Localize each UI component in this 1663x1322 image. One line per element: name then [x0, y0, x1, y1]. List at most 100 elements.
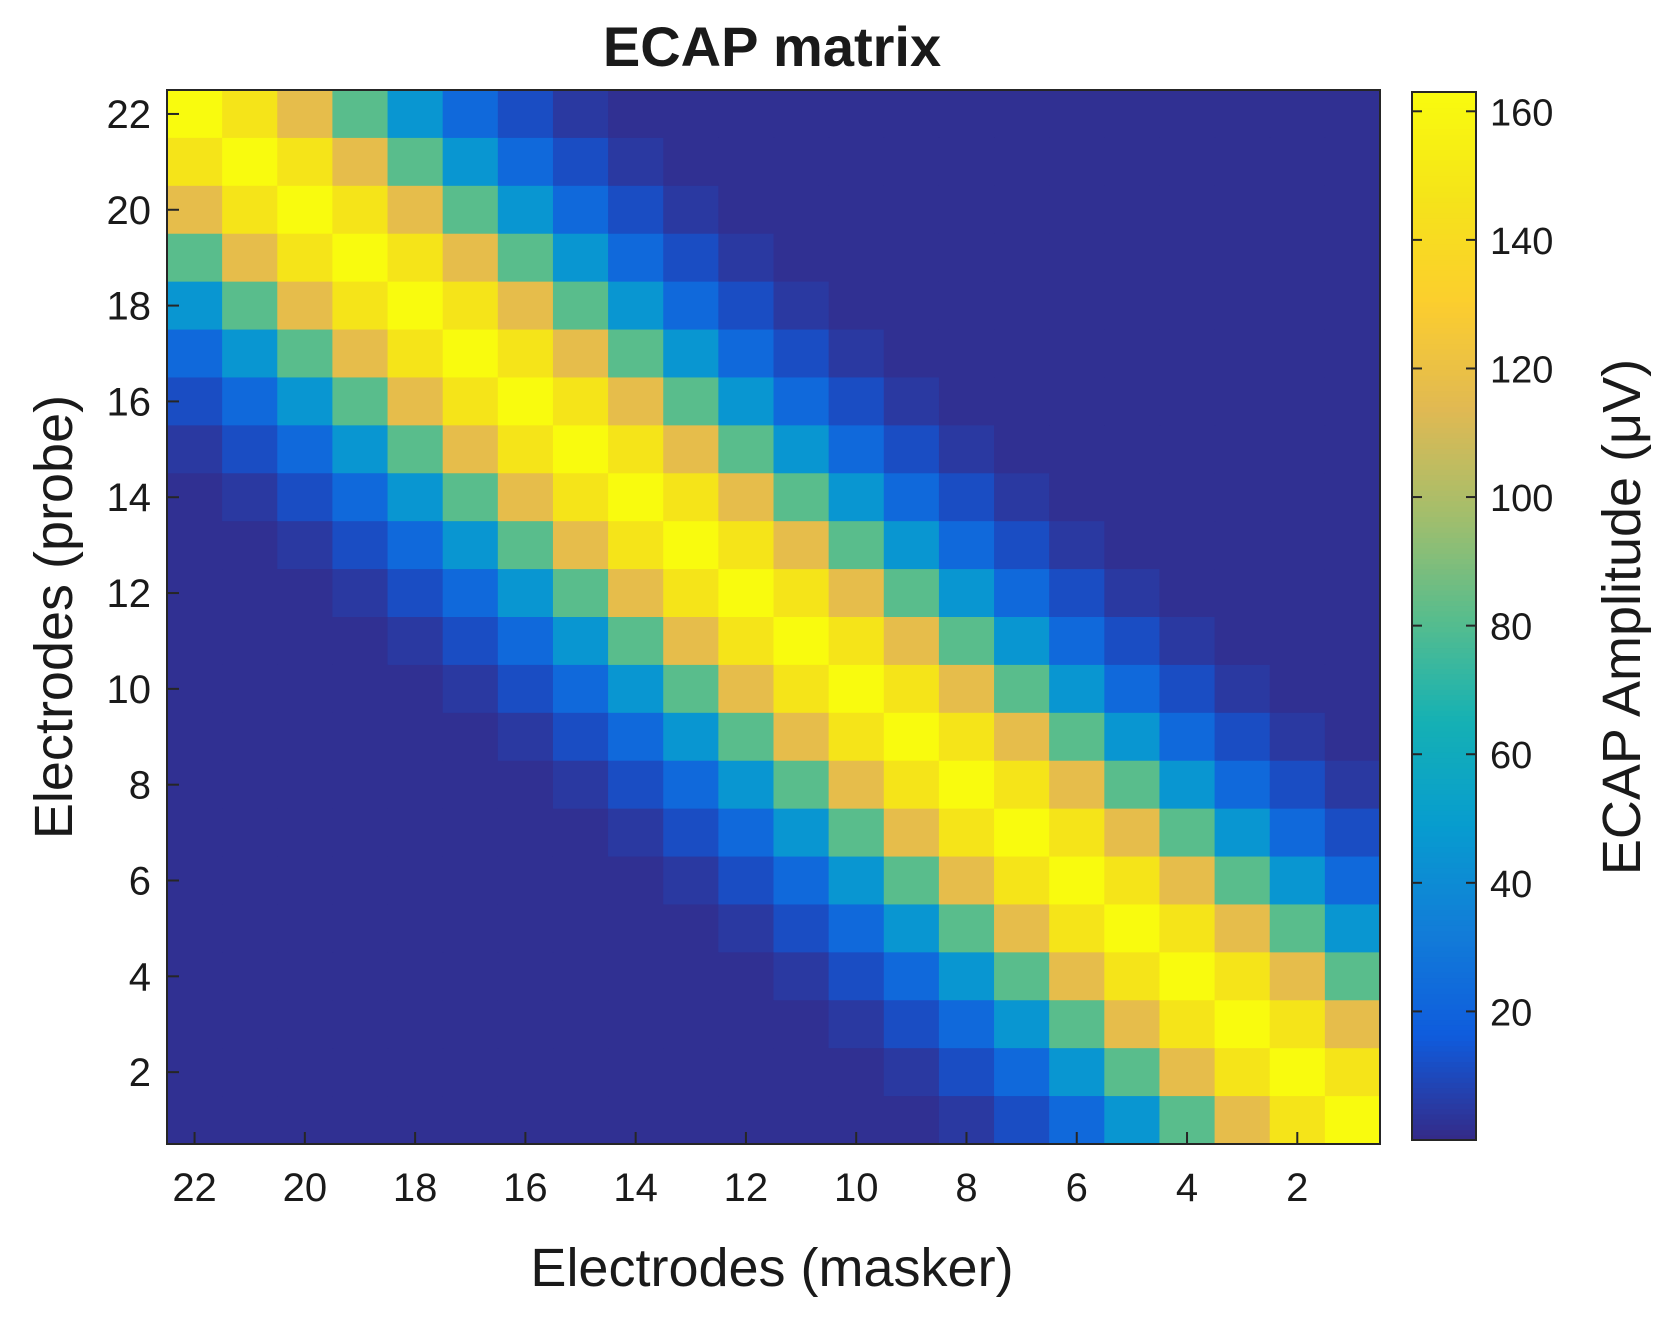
heatmap-cell [1159, 473, 1216, 522]
colorbar-segment [1412, 867, 1476, 874]
heatmap-cell [663, 952, 719, 1001]
colorbar-segment [1412, 563, 1476, 570]
heatmap-cell [883, 1000, 940, 1049]
y-tick-label: 14 [107, 476, 152, 520]
colorbar-segment [1412, 804, 1476, 811]
heatmap-cell [718, 281, 775, 331]
colorbar-frame [1411, 91, 1477, 1141]
colorbar-segment [1412, 270, 1476, 276]
heatmap-cell [1049, 90, 1105, 139]
heatmap-cell [387, 233, 444, 283]
heatmap-cell [1324, 1096, 1381, 1145]
heatmap-cell [1159, 856, 1216, 906]
colorbar-segment [1412, 1009, 1476, 1015]
heatmap-cell [387, 760, 444, 810]
colorbar-segment [1412, 699, 1476, 706]
heatmap-cell [883, 329, 940, 379]
heatmap-cell [773, 521, 830, 570]
colorbar-segment [1412, 1124, 1476, 1131]
colorbar-segment [1412, 264, 1476, 271]
heatmap-cell [497, 137, 554, 187]
heatmap-cell [1104, 952, 1161, 1001]
heatmap-cell [938, 808, 995, 858]
colorbar-segment [1412, 280, 1476, 287]
heatmap-cell [1049, 521, 1105, 570]
heatmap-cell [332, 856, 389, 906]
y-tick-label: 6 [129, 860, 151, 904]
colorbar-segment [1412, 401, 1476, 407]
heatmap-cell [1269, 856, 1326, 906]
colorbar-segment [1412, 385, 1476, 392]
colorbar-segment [1412, 1003, 1476, 1010]
colorbar-segment [1412, 301, 1476, 308]
colorbar-segment [1412, 202, 1476, 208]
colorbar-segment [1412, 589, 1476, 596]
heatmap-cell [497, 185, 554, 235]
heatmap-cell [387, 329, 444, 379]
colorbar-segment [1412, 631, 1476, 638]
colorbar-segment [1412, 705, 1476, 711]
heatmap-cell [1159, 664, 1216, 714]
heatmap-cell [332, 808, 389, 858]
heatmap-cell [938, 425, 995, 474]
heatmap-cell [663, 473, 719, 522]
colorbar-segment [1412, 825, 1476, 832]
colorbar-segment [1412, 133, 1476, 140]
colorbar-segment [1412, 636, 1476, 643]
heatmap-cell [718, 856, 775, 906]
heatmap-cell [1214, 329, 1271, 379]
heatmap-cell [1269, 1000, 1326, 1049]
heatmap-cell [1324, 904, 1381, 953]
heatmap-cell [497, 473, 554, 522]
heatmap-cell [883, 90, 940, 139]
heatmap-cell [277, 1048, 334, 1097]
heatmap-cell [1269, 617, 1326, 666]
colorbar-segment [1412, 956, 1476, 963]
heatmap-cell [277, 233, 334, 283]
heatmap-cell [442, 712, 499, 762]
heatmap-cell [663, 760, 719, 810]
colorbar-segment [1412, 626, 1476, 633]
heatmap-cell [1324, 425, 1381, 474]
heatmap-cell [497, 856, 554, 906]
heatmap-cell [552, 856, 609, 906]
heatmap-cell [718, 569, 775, 618]
heatmap-cell [1269, 233, 1326, 283]
colorbar-segment [1412, 1024, 1476, 1031]
colorbar-segment [1412, 505, 1476, 512]
colorbar-segment [1412, 123, 1476, 130]
heatmap-cell [718, 808, 775, 858]
x-tick-label: 18 [393, 1166, 438, 1210]
colorbar-segment [1412, 1103, 1476, 1110]
heatmap-cell [497, 712, 554, 762]
heatmap-cell [938, 664, 995, 714]
heatmap-cell [718, 521, 775, 570]
heatmap-cell [828, 1048, 885, 1097]
heatmap-cell [828, 760, 885, 810]
heatmap-cell [167, 808, 223, 858]
colorbar-segment [1412, 223, 1476, 229]
heatmap-cell [222, 617, 278, 666]
heatmap-cell [222, 90, 278, 139]
heatmap-cell [663, 137, 719, 187]
heatmap-cell [497, 329, 554, 379]
heatmap-cell [994, 137, 1050, 187]
heatmap-cell [1214, 90, 1271, 139]
colorbar-segment [1412, 243, 1476, 250]
heatmap-cell [773, 329, 830, 379]
heatmap-cell [387, 808, 444, 858]
y-tick-label: 18 [107, 285, 152, 329]
heatmap-cell [222, 281, 278, 331]
heatmap-cell [608, 137, 664, 187]
heatmap-cell [828, 952, 885, 1001]
colorbar-segment [1412, 526, 1476, 533]
heatmap-cell [277, 856, 334, 906]
heatmap-cell [773, 952, 830, 1001]
colorbar-segment [1412, 359, 1476, 366]
heatmap-cell [773, 1096, 830, 1145]
heatmap-cell [608, 808, 664, 858]
heatmap-cell [1269, 1048, 1326, 1097]
colorbar-segment [1412, 259, 1476, 266]
colorbar-segment [1412, 469, 1476, 476]
heatmap-cell [938, 904, 995, 953]
